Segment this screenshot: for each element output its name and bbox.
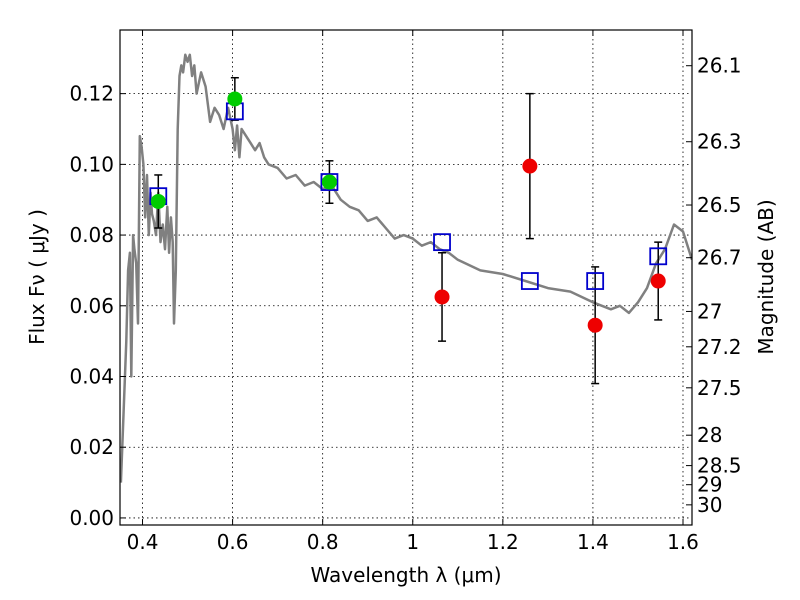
right-tick-label: 27 [697, 299, 722, 323]
plot-frame [119, 29, 693, 526]
right-tick-label: 26.7 [697, 246, 742, 270]
x-tick-label: 1.2 [487, 530, 519, 554]
right-tick-label: 26.5 [697, 193, 742, 217]
right-tick-label: 28 [697, 423, 722, 447]
model-photometry-square [433, 233, 451, 252]
x-axis-title: Wavelength λ (μm) [310, 563, 501, 587]
x-tick-label: 1.4 [577, 530, 609, 554]
nir-detections-point [522, 158, 538, 174]
right-tick-label: 29 [697, 473, 722, 497]
model-photometry-square [586, 272, 605, 290]
y-tick-label: 0.04 [69, 365, 114, 389]
y-tick-label: 0.00 [69, 506, 114, 530]
right-tick-label: 28.5 [697, 454, 742, 478]
nir-detections-point [587, 317, 603, 333]
right-axis-title: Magnitude (AB) [754, 199, 778, 354]
plot-series [120, 53, 692, 483]
y-axis-title: Flux Fν ( μJy ) [25, 209, 49, 345]
x-tick-label: 1 [406, 530, 419, 554]
y-tick-label: 0.10 [69, 152, 114, 176]
x-tick-label: 0.6 [217, 530, 249, 554]
right-tick-label: 30 [697, 493, 722, 517]
x-tick-label: 1.6 [667, 530, 699, 554]
y-tick-label: 0.06 [69, 294, 114, 318]
optical-detections-point [150, 193, 166, 209]
axis-ticks: 0.4 0.6 0.8 1 1.2 1.4 1.6 0.00 0.02 0.04 0.06 0.08 0… [69, 30, 742, 554]
model-photometry-square [520, 272, 539, 290]
x-tick-label: 0.4 [127, 530, 159, 554]
right-tick-label: 26.1 [697, 54, 742, 78]
x-tick-label: 0.8 [307, 530, 339, 554]
right-tick-label: 27.2 [697, 335, 742, 359]
model-photometry-square [320, 173, 339, 191]
model-photometry-square [649, 247, 668, 266]
sed-model-line [120, 53, 692, 483]
y-tick-label: 0.08 [69, 223, 114, 247]
nir-detections-point [434, 289, 450, 305]
y-tick-label: 0.12 [69, 82, 114, 106]
optical-detections-point [321, 174, 337, 190]
optical-detections-point [227, 91, 243, 107]
right-tick-label: 26.3 [697, 130, 742, 154]
y-tick-label: 0.02 [69, 435, 114, 459]
nir-detections-point [650, 273, 666, 289]
right-tick-label: 27.5 [697, 376, 742, 400]
grid-lines [120, 30, 692, 525]
